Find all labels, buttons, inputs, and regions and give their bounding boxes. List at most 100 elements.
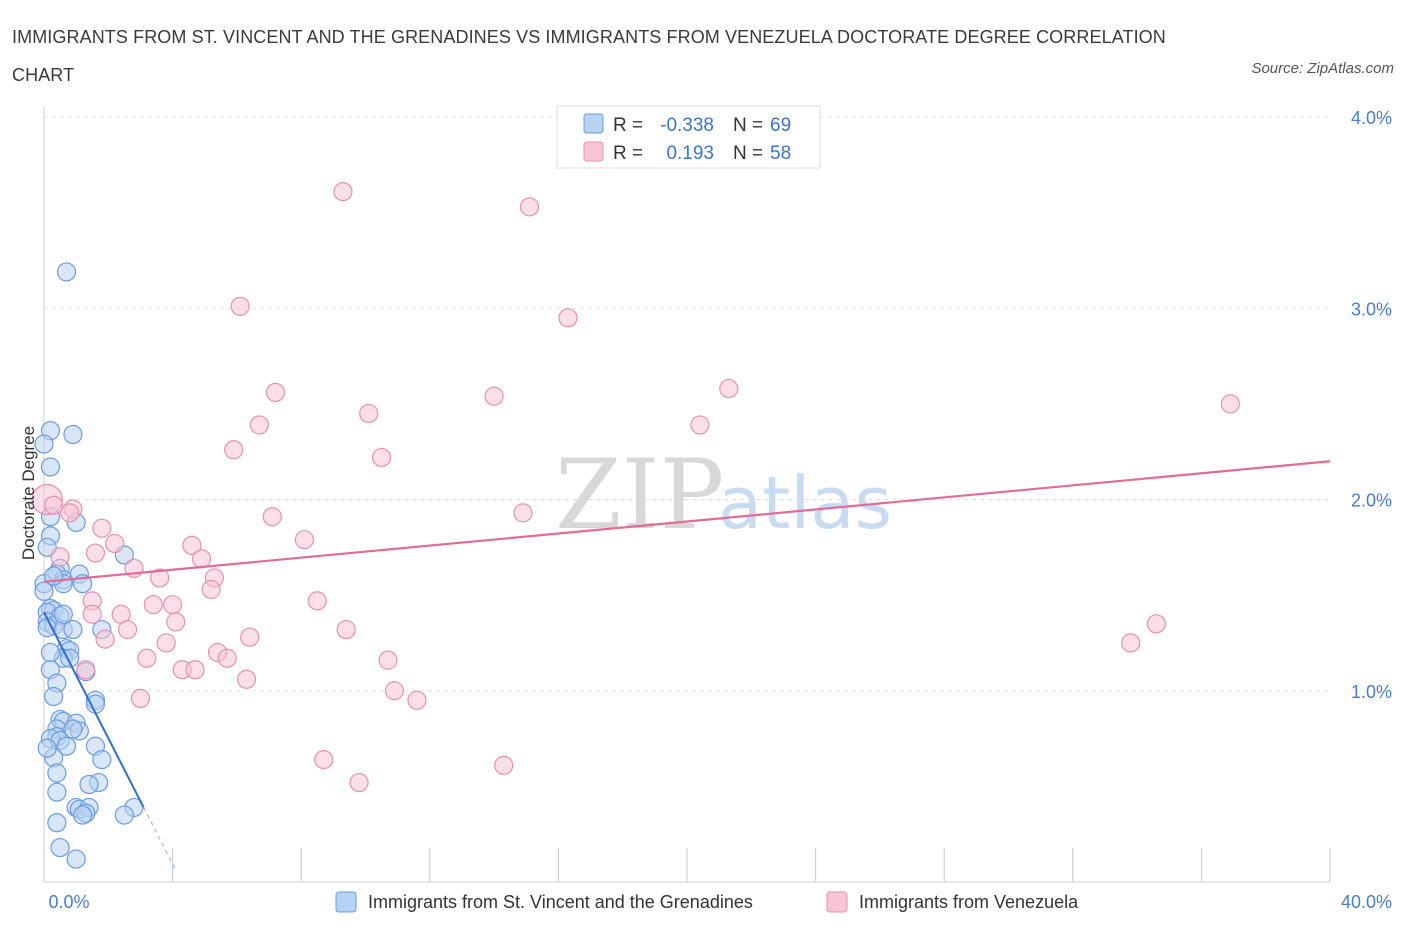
pink-point-43 [1121,633,1141,653]
legend-r-label-pink: R = [613,143,643,164]
blue-point-61 [40,642,61,663]
y-tick-label-3: 4.0% [1351,108,1392,128]
pink-point-36 [166,612,186,632]
grid-lines [44,116,1330,692]
blue-point-4 [40,457,61,477]
chart-source: Source: ZipAtlas.com [1251,60,1394,77]
legend-swatch-pink [583,141,604,162]
pink-point-10 [690,415,710,435]
pink-point-11 [224,440,244,460]
y-axis-label: Doctorate Degree [19,426,38,560]
pink-point-34 [82,604,102,624]
legend-n-value-blue: 69 [770,115,791,136]
blue-point-17 [34,581,54,601]
pink-point-16 [60,503,80,523]
pink-point-37 [1146,614,1166,634]
y-tick-labels: 1.0% 2.0% 3.0% 4.0% [1351,108,1392,702]
pink-point-52 [384,681,405,701]
pink-point-1 [519,197,540,217]
blue-point-2 [63,424,83,445]
y-tick-label-2: 3.0% [1351,299,1392,319]
blue-point-8 [37,537,57,557]
blue-point-44 [56,736,77,756]
series-legend-label-pink: Immigrants from Venezuela [859,892,1079,912]
legend-r-label-blue: R = [613,115,643,136]
blue-point-57 [114,805,134,825]
pink-point-40 [95,629,115,649]
blue-point-47 [92,749,112,770]
pink-point-33 [163,595,183,615]
blue-point-3 [34,434,54,454]
pink-point-49 [185,660,205,680]
pink-point-9 [249,415,270,435]
pink-point-6 [484,386,504,406]
trend-lines [43,460,1331,871]
pink-point-24 [85,543,106,563]
blue-point-35 [85,694,106,714]
pink-point-23 [50,547,70,567]
pink-point-8 [1220,394,1240,414]
chart-title: IMMIGRANTS FROM ST. VINCENT AND THE GREN… [12,27,1166,85]
blue-point-63 [44,686,64,707]
legend-r-value-blue: -0.338 [660,115,714,136]
pink-point-19 [92,518,112,538]
blue-point-67 [53,604,73,624]
pink-point-12 [371,447,392,468]
correlation-legend: R = -0.338 N = 69 R = 0.193 N = 58 [556,105,821,169]
pink-point-46 [217,648,237,668]
blue-point-64 [72,805,93,825]
pink-point-18 [513,503,533,523]
pink-point-0 [333,181,353,202]
blue-point-68 [37,738,57,758]
y-tick-label-1: 2.0% [1351,491,1392,511]
pink-point-21 [105,533,125,554]
x-tick-label-1: 40.0% [1341,892,1392,912]
pink-point-29 [201,579,221,599]
pink-point-45 [137,648,157,668]
pink-point-17 [262,507,282,527]
series-legend-swatch-blue [335,891,357,913]
series-legend-swatch-pink [826,891,848,913]
blue-point-0 [56,262,77,282]
pink-point-32 [143,595,163,615]
series-legend-label-blue: Immigrants from St. Vincent and the Gren… [368,892,753,912]
trend-line-pink [43,460,1331,583]
pink-point-51 [236,669,257,689]
pink-point-5 [265,382,286,402]
pink-point-28 [150,568,170,588]
legend-r-value-pink: 0.193 [666,143,714,164]
pink-point-50 [76,660,96,680]
pink-point-57 [349,772,369,793]
series-legend: Immigrants from St. Vincent and the Gren… [335,891,1079,913]
series-blue-points [34,262,144,869]
blue-point-48 [47,763,67,783]
pink-point-4 [719,378,739,399]
y-tick-label-0: 1.0% [1351,682,1392,702]
blue-point-24 [37,618,57,638]
blue-point-59 [50,837,70,858]
trend-line-blue-extension [143,807,177,871]
pink-point-38 [117,619,138,640]
legend-n-value-pink: 58 [770,143,791,164]
legend-n-label-blue: N = [733,115,763,136]
blue-point-60 [66,849,86,869]
pink-point-56 [494,755,514,775]
pink-point-41 [240,627,260,647]
pink-point-31 [307,591,327,611]
watermark: ZIP atlas [555,439,892,551]
blue-point-50 [79,774,99,795]
pink-point-25 [191,549,212,569]
pink-point-7 [359,403,379,424]
pink-point-55 [314,749,334,770]
x-tick-labels: 0.0% 40.0% [48,892,1392,912]
pink-point-39 [336,619,356,640]
pink-point-3 [558,308,578,328]
watermark-zip: ZIP [555,439,724,551]
legend-swatch-blue [583,113,604,134]
blue-point-51 [47,782,67,802]
pink-point-53 [407,690,427,710]
x-tick-label-0: 0.0% [48,892,89,912]
series-pink-points [31,181,1240,793]
trend-line-blue [43,611,145,808]
